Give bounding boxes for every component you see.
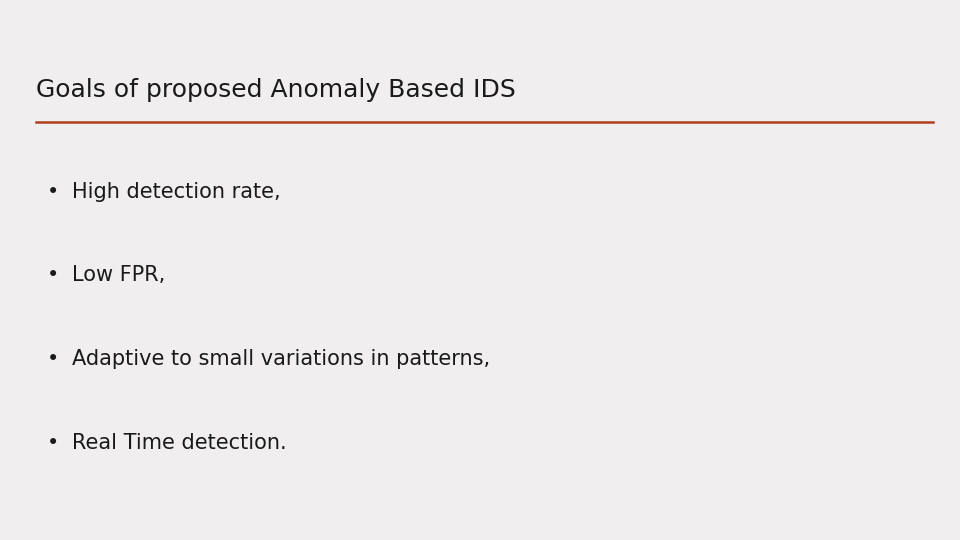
Text: Goals of proposed Anomaly Based IDS: Goals of proposed Anomaly Based IDS [36,78,516,102]
Text: •: • [47,433,59,453]
Text: •: • [47,181,59,202]
Text: Real Time detection.: Real Time detection. [72,433,287,453]
Text: •: • [47,349,59,369]
Text: Low FPR,: Low FPR, [72,265,165,286]
Text: •: • [47,265,59,286]
Text: Adaptive to small variations in patterns,: Adaptive to small variations in patterns… [72,349,491,369]
Text: High detection rate,: High detection rate, [72,181,280,202]
